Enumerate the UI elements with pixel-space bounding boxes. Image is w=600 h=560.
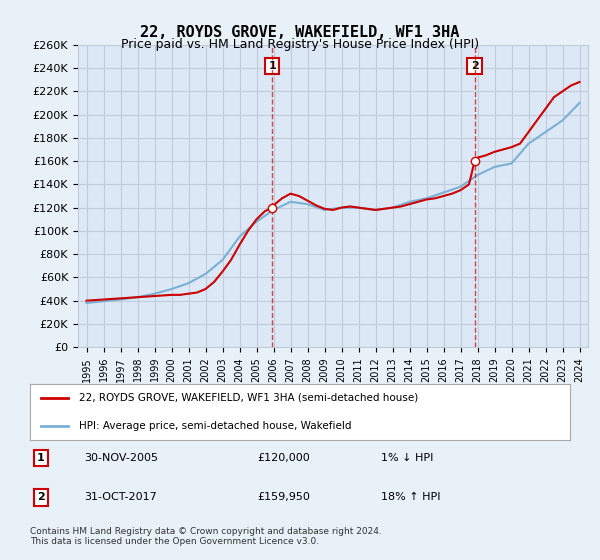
Text: 2: 2 (471, 61, 478, 71)
Text: 30-NOV-2005: 30-NOV-2005 (84, 453, 158, 463)
Text: 18% ↑ HPI: 18% ↑ HPI (381, 492, 440, 502)
Text: 1: 1 (268, 61, 276, 71)
Text: Contains HM Land Registry data © Crown copyright and database right 2024.
This d: Contains HM Land Registry data © Crown c… (30, 526, 382, 546)
Text: 22, ROYDS GROVE, WAKEFIELD, WF1 3HA: 22, ROYDS GROVE, WAKEFIELD, WF1 3HA (140, 25, 460, 40)
Text: £120,000: £120,000 (257, 453, 310, 463)
Text: 2: 2 (37, 492, 44, 502)
Text: HPI: Average price, semi-detached house, Wakefield: HPI: Average price, semi-detached house,… (79, 421, 351, 431)
Text: 22, ROYDS GROVE, WAKEFIELD, WF1 3HA (semi-detached house): 22, ROYDS GROVE, WAKEFIELD, WF1 3HA (sem… (79, 393, 418, 403)
Text: 1: 1 (37, 453, 44, 463)
Text: 1% ↓ HPI: 1% ↓ HPI (381, 453, 433, 463)
Text: Price paid vs. HM Land Registry's House Price Index (HPI): Price paid vs. HM Land Registry's House … (121, 38, 479, 51)
Text: 31-OCT-2017: 31-OCT-2017 (84, 492, 157, 502)
Text: £159,950: £159,950 (257, 492, 310, 502)
